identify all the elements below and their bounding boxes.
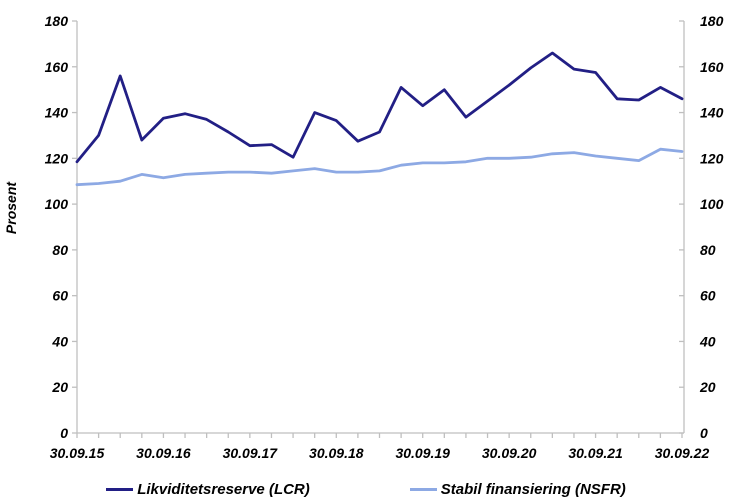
- y-tick-label-left: 180: [45, 13, 69, 29]
- y-tick-label-right: 40: [699, 333, 716, 349]
- y-tick-label-left: 120: [45, 150, 69, 166]
- x-tick-label: 30.09.21: [568, 445, 623, 461]
- x-tick-label: 30.09.20: [482, 445, 537, 461]
- x-tick-label: 30.09.22: [655, 445, 710, 461]
- nsfr-series-line: [75, 147, 684, 187]
- x-tick-label: 30.09.17: [223, 445, 279, 461]
- y-tick-label-right: 60: [700, 288, 716, 304]
- lcr-line-swatch-icon: [106, 488, 134, 491]
- y-tick-label-right: 80: [700, 242, 716, 258]
- legend-label-lcr: Likviditetsreserve (LCR): [137, 481, 310, 498]
- y-tick-label-left: 100: [45, 196, 69, 212]
- y-tick-label-right: 120: [700, 150, 724, 166]
- y-tick-label-right: 180: [700, 13, 724, 29]
- legend-entry-lcr: Likviditetsreserve (LCR): [106, 481, 310, 498]
- y-tick-label-right: 20: [699, 379, 716, 395]
- legend-label-nsfr: Stabil finansiering (NSFR): [440, 481, 626, 498]
- x-tick-label: 30.09.19: [395, 445, 450, 461]
- y-tick-label-left: 140: [45, 105, 69, 121]
- y-tick-label-right: 100: [700, 196, 724, 212]
- x-tick-label: 30.09.18: [309, 445, 364, 461]
- x-tick-label: 30.09.16: [136, 445, 191, 461]
- y-tick-label-left: 80: [52, 242, 68, 258]
- y-tick-label-left: 20: [51, 379, 68, 395]
- y-tick-label-right: 140: [700, 105, 724, 121]
- y-tick-label-right: 0: [700, 425, 708, 441]
- x-tick-label: 30.09.15: [50, 445, 105, 461]
- nsfr-line-swatch-icon: [409, 488, 437, 491]
- y-tick-label-left: 60: [52, 288, 68, 304]
- y-tick-label-left: 160: [45, 59, 69, 75]
- lcr-series-line: [75, 51, 684, 164]
- line-chart: 0 0 20 20 40 40 60 60 80 80 100 100 120 120 140 140 160 1…: [45, 13, 724, 461]
- y-tick-label-right: 160: [700, 59, 724, 75]
- y-tick-label-left: 0: [60, 425, 68, 441]
- y-tick-label-left: 40: [51, 333, 68, 349]
- legend-entry-nsfr: Stabil finansiering (NSFR): [409, 481, 626, 498]
- chart-legend: Likviditetsreserve (LCR) Stabil finansie…: [0, 481, 732, 498]
